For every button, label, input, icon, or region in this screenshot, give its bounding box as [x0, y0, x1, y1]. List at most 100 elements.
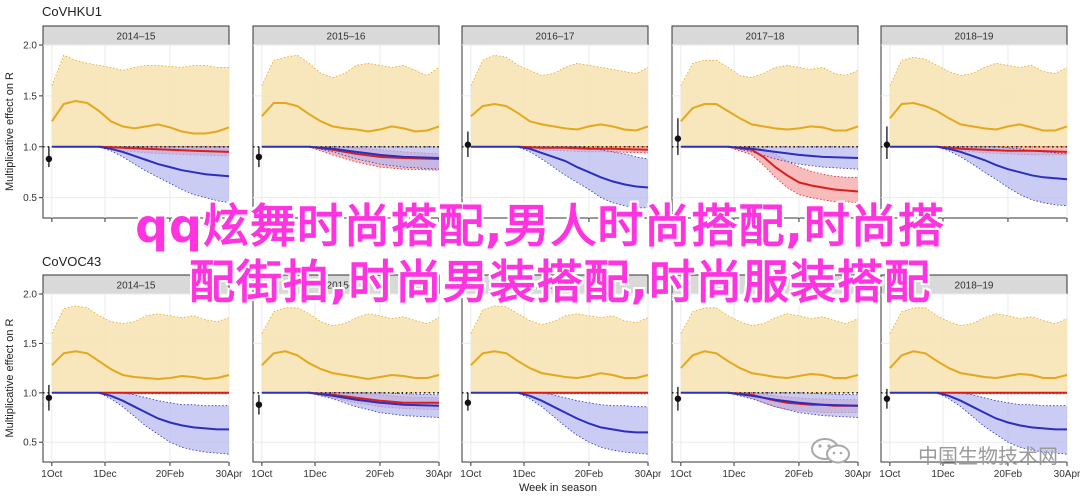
series-upper-bound-yellow — [889, 56, 1068, 86]
x-tick-label: 1Oct — [670, 469, 691, 480]
y-tick-label: 1.5 — [23, 339, 37, 350]
panel-2-4: 2017–18 1Oct 1Dec 20Feb 30Apr — [670, 274, 872, 480]
panel-1-2: 2015–16 — [252, 25, 440, 222]
baseline-point — [883, 141, 891, 148]
x-tick-label: 20Feb — [575, 469, 604, 480]
series-line-yellow — [889, 350, 1068, 380]
x-tick-label: 1Oct — [41, 469, 62, 480]
banner-line-2: 配街拍,时尚男装搭配,时尚服装搭配 — [189, 255, 931, 309]
series-line-yellow — [889, 101, 1068, 132]
x-tick-label: 1Oct — [879, 469, 900, 480]
x-tick-label: 30Apr — [845, 469, 872, 480]
panel-1-5: 2018–19 — [880, 25, 1068, 222]
wechat-icon — [811, 438, 850, 464]
series-band-blue — [680, 146, 858, 170]
watermark-text: 中国生物技术网 — [918, 444, 1058, 468]
series-upper-bound-yellow — [51, 54, 229, 86]
series-line-yellow — [51, 350, 230, 381]
series-band-yellow — [261, 307, 439, 393]
panel-title: 2017–18 — [746, 281, 785, 292]
panel-title: 2016–17 — [536, 281, 575, 292]
series-line-red — [518, 145, 649, 151]
baseline-point — [255, 153, 263, 161]
series-band-yellow — [470, 305, 648, 393]
x-tick-label: 1Dec — [303, 469, 326, 480]
panel-title: 2018–19 — [955, 32, 994, 43]
baseline-point — [464, 141, 472, 148]
series-line-yellow — [261, 350, 440, 381]
series-line-blue — [51, 391, 229, 431]
x-tick-label: 20Feb — [366, 469, 395, 480]
series-line-red — [727, 145, 859, 193]
figure-title-1: CoVHKU1 — [42, 4, 102, 19]
series-band-blue — [470, 146, 648, 208]
series-lower-bound-blue — [680, 392, 859, 418]
series-upper-bound-yellow — [51, 305, 230, 334]
x-tick-label: 1Oct — [251, 469, 272, 480]
y-tick-label: 2.0 — [23, 41, 37, 52]
series-band-yellow — [889, 307, 1067, 393]
y-tick-label: 1.5 — [23, 91, 37, 102]
panel-2-3: 2016–17 1Oct 1Dec 20Feb 30Apr — [460, 274, 662, 480]
series-line-red — [937, 145, 1068, 153]
series-line-yellow — [680, 103, 859, 132]
panel-2-5: 2018–19 1Oct 1Dec 20Feb 30Apr — [879, 274, 1080, 480]
series-band-blue — [470, 392, 648, 455]
series-upper-bound-yellow — [470, 305, 649, 334]
series-lower-bound-blue — [261, 146, 440, 170]
series-band-blue — [51, 146, 230, 203]
series-upper-bound-yellow — [261, 307, 440, 334]
series-band-blue — [261, 392, 439, 418]
panel-title: 2016–17 — [536, 32, 575, 43]
y-tick-label: 2.0 — [23, 290, 37, 301]
series-upper-bound-yellow — [889, 307, 1068, 334]
series-line-blue — [680, 145, 859, 159]
series-line-blue — [470, 391, 648, 434]
panel-2-1: 2014–15 1Oct 1Dec 20Feb 30Apr — [41, 274, 243, 480]
baseline-point — [883, 395, 891, 402]
x-tick-label: 30Apr — [1054, 469, 1080, 480]
panel-2-2: 2015–16 1Oct 1Dec 20Feb 30Apr — [251, 274, 453, 480]
series-band-yellow — [51, 305, 230, 393]
series-line-yellow — [470, 350, 649, 380]
series-line-red — [99, 145, 230, 153]
baseline-point — [674, 135, 682, 142]
series-band-yellow — [680, 60, 858, 147]
series-line-blue — [470, 145, 649, 189]
panel-title: 2017–18 — [746, 32, 785, 43]
series-band-blue — [889, 392, 1067, 455]
series-lower-bound-blue — [680, 146, 859, 170]
panel-1-4: 2017–18 — [671, 25, 859, 222]
x-tick-label: 1Dec — [512, 469, 535, 480]
panel-title: 2014–15 — [117, 32, 156, 43]
panel-1-1: 2014–15 — [42, 25, 230, 222]
x-tick-label: 1Dec — [931, 469, 954, 480]
panel-title: 2014–15 — [117, 281, 156, 292]
series-band-yellow — [261, 55, 439, 147]
banner-line-1: qq炫舞时尚搭配,男人时尚搭配,时尚搭 — [135, 199, 945, 253]
baseline-point — [464, 399, 472, 406]
baseline-point — [45, 394, 53, 401]
series-line-blue — [261, 145, 440, 159]
x-tick-label: 20Feb — [994, 469, 1023, 480]
series-band-yellow — [680, 307, 858, 393]
series-upper-bound-blue — [261, 392, 440, 396]
series-line-blue — [680, 391, 859, 407]
figure-title-2: CoVOC43 — [42, 254, 101, 269]
series-band-blue — [889, 146, 1067, 206]
series-line-yellow — [470, 102, 649, 132]
series-upper-bound-yellow — [470, 54, 649, 86]
series-upper-bound-yellow — [680, 59, 859, 86]
x-tick-label: 20Feb — [156, 469, 185, 480]
y-tick-label: 1.0 — [23, 388, 37, 399]
panel-title: 2015–16 — [327, 281, 366, 292]
y-axis-label-2: Multiplicative effect on R — [4, 318, 16, 437]
y-axis-label-1: Multiplicative effect on R — [4, 72, 16, 191]
series-upper-bound-blue — [680, 392, 859, 396]
y-tick-label: 0.5 — [23, 193, 37, 204]
panel-title: 2015–16 — [327, 32, 366, 43]
series-lower-bound-blue — [261, 392, 440, 418]
series-line-blue — [889, 391, 1067, 431]
panel-title: 2018–19 — [955, 281, 994, 292]
